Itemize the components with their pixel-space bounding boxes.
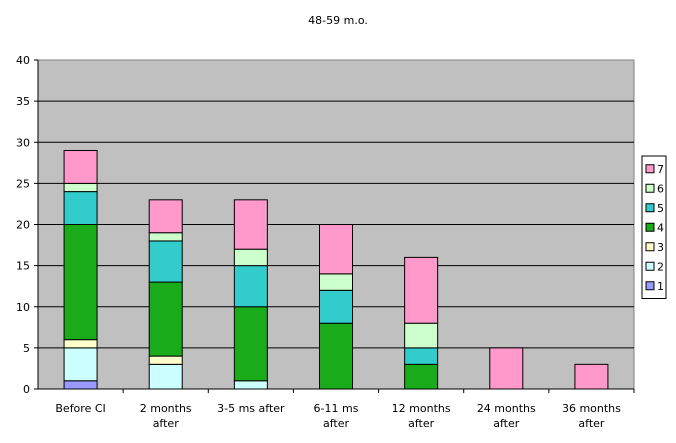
bar-segment-2 bbox=[148, 363, 183, 390]
bar-segment-5 bbox=[404, 347, 439, 365]
y-tick-label: 30 bbox=[16, 136, 30, 149]
bar-segment-4 bbox=[404, 363, 439, 390]
bar-segment-2 bbox=[233, 380, 268, 390]
bar-segment-1 bbox=[63, 380, 98, 390]
y-tick-label: 35 bbox=[16, 95, 30, 108]
bar-segment-3 bbox=[63, 339, 98, 349]
bar-segment-7 bbox=[148, 199, 183, 234]
x-tick-label: 36 months bbox=[562, 402, 621, 415]
gridlines bbox=[38, 100, 634, 349]
bar-segment-7 bbox=[63, 149, 98, 184]
legend-swatch-1 bbox=[645, 281, 655, 291]
y-tick-label: 25 bbox=[16, 177, 30, 190]
legend-swatch-3 bbox=[645, 242, 655, 252]
x-axis-ticks: Before CI 2 months after 3-5 ms after 6-11 m… bbox=[55, 389, 635, 430]
y-tick-label: 5 bbox=[23, 342, 30, 355]
x-tick-label: 6-11 ms bbox=[314, 402, 359, 415]
x-tick-label: after bbox=[153, 417, 180, 430]
bar-segment-7 bbox=[574, 363, 609, 390]
y-tick-label: 20 bbox=[16, 219, 30, 232]
legend-label-7: 7 bbox=[657, 163, 664, 176]
bar-segment-7 bbox=[233, 199, 268, 250]
bar-segment-7 bbox=[319, 224, 353, 275]
x-tick-label: 3-5 ms after bbox=[217, 402, 285, 415]
bar-segment-4 bbox=[63, 224, 98, 341]
x-tick-label: 24 months bbox=[477, 402, 536, 415]
bar-segment-5 bbox=[63, 191, 98, 226]
x-tick-label: 12 months bbox=[392, 402, 451, 415]
bar-segment-6 bbox=[404, 322, 439, 349]
bar-segment-6 bbox=[233, 248, 268, 267]
legend-swatch-2 bbox=[645, 261, 655, 271]
bar-segment-4 bbox=[233, 306, 268, 382]
x-tick-label: Before CI bbox=[55, 402, 105, 415]
bar-segment-6 bbox=[319, 273, 353, 291]
bar-segment-5 bbox=[148, 240, 183, 283]
legend-swatch-7 bbox=[645, 164, 655, 174]
bar-segment-3 bbox=[148, 355, 183, 365]
y-tick-label: 0 bbox=[23, 383, 30, 396]
bar-segment-7 bbox=[404, 256, 439, 324]
legend-swatch-4 bbox=[645, 222, 655, 232]
y-tick-label: 10 bbox=[16, 301, 30, 314]
bar-segment-6 bbox=[63, 182, 98, 193]
legend-swatch-6 bbox=[645, 183, 655, 193]
legend-swatch-5 bbox=[645, 203, 655, 213]
y-tick-label: 40 bbox=[16, 54, 30, 67]
legend-label-1: 1 bbox=[657, 280, 664, 293]
bar-segment-5 bbox=[233, 265, 268, 308]
legend-label-6: 6 bbox=[657, 182, 664, 195]
y-tick-label: 15 bbox=[16, 260, 30, 273]
x-tick-label: after bbox=[323, 417, 350, 430]
bar-segment-6 bbox=[148, 232, 183, 242]
bar-segment-4 bbox=[319, 322, 353, 390]
legend-label-3: 3 bbox=[657, 241, 664, 254]
x-tick-label: after bbox=[578, 417, 605, 430]
bars bbox=[63, 149, 609, 390]
legend-label-5: 5 bbox=[657, 202, 664, 215]
x-tick-label: 2 months bbox=[140, 402, 192, 415]
legend-label-4: 4 bbox=[657, 221, 664, 234]
legend-label-2: 2 bbox=[657, 260, 664, 273]
bar-segment-7 bbox=[489, 347, 524, 390]
bar-segment-4 bbox=[148, 281, 183, 357]
bar-segment-5 bbox=[319, 289, 353, 324]
x-tick-label: after bbox=[408, 417, 435, 430]
chart-title: 48-59 m.o. bbox=[308, 14, 368, 27]
bar-segment-2 bbox=[63, 347, 98, 382]
y-axis-ticks: 0 5 10 15 20 25 30 35 40 bbox=[16, 54, 634, 396]
x-tick-label: after bbox=[493, 417, 520, 430]
legend: 7 6 5 4 3 2 1 bbox=[641, 155, 667, 299]
